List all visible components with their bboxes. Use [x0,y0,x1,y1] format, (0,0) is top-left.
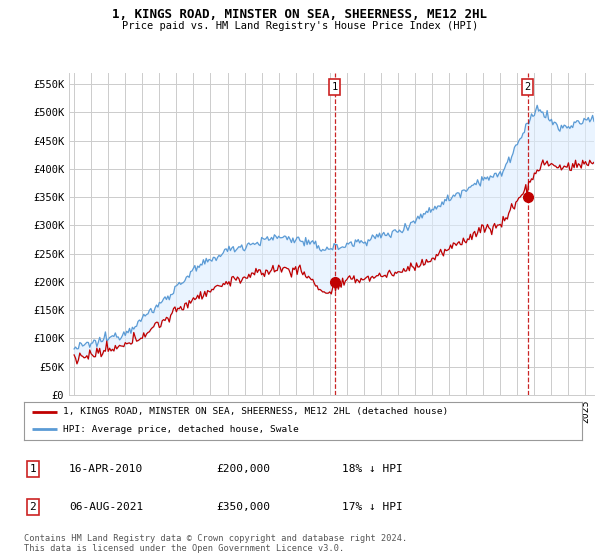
Text: Price paid vs. HM Land Registry's House Price Index (HPI): Price paid vs. HM Land Registry's House … [122,21,478,31]
Text: 1, KINGS ROAD, MINSTER ON SEA, SHEERNESS, ME12 2HL (detached house): 1, KINGS ROAD, MINSTER ON SEA, SHEERNESS… [63,407,448,416]
Text: 16-APR-2010: 16-APR-2010 [69,464,143,474]
Text: £200,000: £200,000 [216,464,270,474]
Text: HPI: Average price, detached house, Swale: HPI: Average price, detached house, Swal… [63,425,299,434]
Text: 1: 1 [332,82,338,92]
Text: 1, KINGS ROAD, MINSTER ON SEA, SHEERNESS, ME12 2HL: 1, KINGS ROAD, MINSTER ON SEA, SHEERNESS… [113,8,487,21]
Text: 2: 2 [524,82,530,92]
Text: 17% ↓ HPI: 17% ↓ HPI [342,502,403,512]
Text: Contains HM Land Registry data © Crown copyright and database right 2024.
This d: Contains HM Land Registry data © Crown c… [24,534,407,553]
Text: £350,000: £350,000 [216,502,270,512]
Text: 18% ↓ HPI: 18% ↓ HPI [342,464,403,474]
Text: 2: 2 [29,502,37,512]
Text: 06-AUG-2021: 06-AUG-2021 [69,502,143,512]
Text: 1: 1 [29,464,37,474]
